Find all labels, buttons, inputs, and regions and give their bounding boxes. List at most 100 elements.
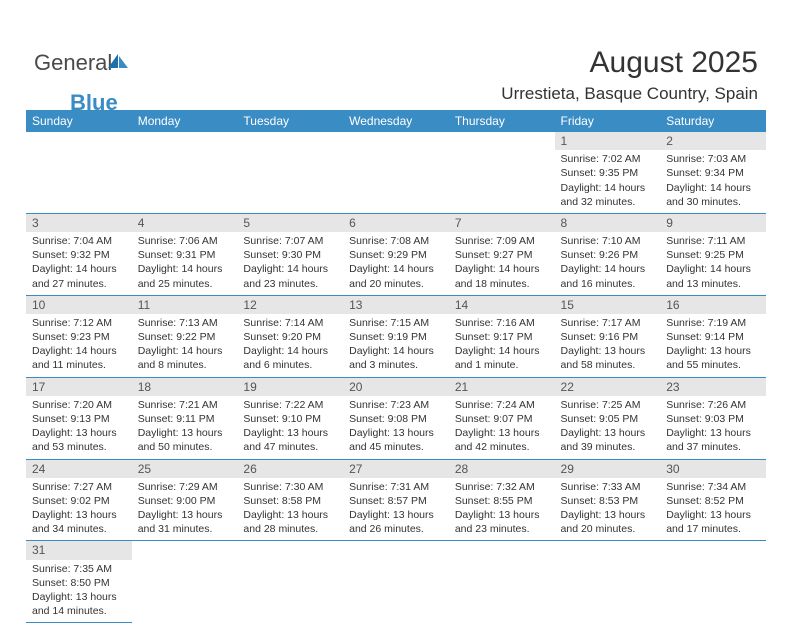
weekday-header: Sunday xyxy=(26,110,132,132)
sunrise-text: Sunrise: 7:12 AM xyxy=(32,316,126,330)
day-number: 28 xyxy=(449,460,555,478)
sunrise-text: Sunrise: 7:17 AM xyxy=(561,316,655,330)
sunrise-text: Sunrise: 7:29 AM xyxy=(138,480,232,494)
day-number: 26 xyxy=(237,460,343,478)
daylight-text: Daylight: 14 hours xyxy=(138,262,232,276)
daylight-text: and 25 minutes. xyxy=(138,277,232,291)
calendar-cell: 10Sunrise: 7:12 AMSunset: 9:23 PMDayligh… xyxy=(26,295,132,377)
brand-text: General Blue xyxy=(34,50,130,116)
daylight-text: and 26 minutes. xyxy=(349,522,443,536)
calendar-cell: 8Sunrise: 7:10 AMSunset: 9:26 PMDaylight… xyxy=(555,213,661,295)
calendar-cell: 6Sunrise: 7:08 AMSunset: 9:29 PMDaylight… xyxy=(343,213,449,295)
daylight-text: Daylight: 13 hours xyxy=(561,508,655,522)
calendar-row: 3Sunrise: 7:04 AMSunset: 9:32 PMDaylight… xyxy=(26,213,766,295)
daylight-text: and 53 minutes. xyxy=(32,440,126,454)
calendar-row: 31Sunrise: 7:35 AMSunset: 8:50 PMDayligh… xyxy=(26,541,766,623)
weekday-header: Friday xyxy=(555,110,661,132)
daylight-text: and 50 minutes. xyxy=(138,440,232,454)
calendar-row: 10 Sunrise: 7:12 AMSunset: 9:23 PM Dayligh… xyxy=(26,295,766,377)
daylight-text: and 3 minutes. xyxy=(349,358,443,372)
daylight-text: Daylight: 13 hours xyxy=(455,426,549,440)
calendar-cell-empty xyxy=(132,541,238,623)
daylight-text: and 11 minutes. xyxy=(32,358,126,372)
daylight-text: and 32 minutes. xyxy=(561,195,655,209)
location-subtitle: Urrestieta, Basque Country, Spain xyxy=(501,84,758,104)
day-number: 31 xyxy=(26,541,132,559)
daylight-text: and 1 minute. xyxy=(455,358,549,372)
day-number: 3 xyxy=(26,214,132,232)
daylight-text: Daylight: 13 hours xyxy=(243,426,337,440)
daylight-text: and 14 minutes. xyxy=(32,604,126,618)
day-number: 29 xyxy=(555,460,661,478)
sunrise-text: Sunrise: 7:09 AM xyxy=(455,234,549,248)
calendar-cell-empty xyxy=(555,541,661,623)
daylight-text: Daylight: 14 hours xyxy=(455,262,549,276)
daylight-text: and 17 minutes. xyxy=(666,522,760,536)
calendar-cell: 7 Sunrise: 7:09 AMSunset: 9:27 PMDaylight… xyxy=(449,213,555,295)
day-number: 23 xyxy=(660,378,766,396)
sunrise-text: Sunrise: 7:23 AM xyxy=(349,398,443,412)
calendar-cell: 18Sunrise: 7:21 AMSunset: 9:11 PMDayligh… xyxy=(132,377,238,459)
day-number: 30 xyxy=(660,460,766,478)
sunrise-text: Sunrise: 7:32 AM xyxy=(455,480,549,494)
daylight-text: and 34 minutes. xyxy=(32,522,126,536)
sunset-text: Sunset: 9:16 PM xyxy=(561,330,655,344)
calendar-cell: 14Sunrise: 7:16 AMSunset: 9:17 PMDayligh… xyxy=(449,295,555,377)
daylight-text: Daylight: 14 hours xyxy=(32,262,126,276)
day-number: 24 xyxy=(26,460,132,478)
calendar-cell: 23Sunrise: 7:26 AMSunset: 9:03 PMDayligh… xyxy=(660,377,766,459)
daylight-text: and 45 minutes. xyxy=(349,440,443,454)
calendar-cell-empty xyxy=(343,132,449,213)
daylight-text: Daylight: 13 hours xyxy=(138,426,232,440)
weekday-header: Saturday xyxy=(660,110,766,132)
day-number: 7 xyxy=(449,214,555,232)
daylight-text: Daylight: 14 hours xyxy=(666,262,760,276)
day-number: 13 xyxy=(343,296,449,314)
day-number: 17 xyxy=(26,378,132,396)
header: August 2025 Urrestieta, Basque Country, … xyxy=(501,46,758,104)
calendar-cell-empty xyxy=(237,132,343,213)
sunrise-text: Sunrise: 7:04 AM xyxy=(32,234,126,248)
calendar-table: Sunday Monday Tuesday Wednesday Thursday… xyxy=(26,110,766,623)
sunset-text: Sunset: 9:19 PM xyxy=(349,330,443,344)
day-number: 15 xyxy=(555,296,661,314)
sunset-text: Sunset: 8:55 PM xyxy=(455,494,549,508)
calendar-cell-empty xyxy=(449,541,555,623)
calendar-cell: 26Sunrise: 7:30 AMSunset: 8:58 PMDayligh… xyxy=(237,459,343,541)
daylight-text: Daylight: 13 hours xyxy=(666,344,760,358)
sunset-text: Sunset: 9:23 PM xyxy=(32,330,126,344)
sunrise-text: Sunrise: 7:31 AM xyxy=(349,480,443,494)
calendar-cell: 27Sunrise: 7:31 AMSunset: 8:57 PMDayligh… xyxy=(343,459,449,541)
calendar-cell-empty xyxy=(26,132,132,213)
brand-general: General xyxy=(34,50,112,75)
weekday-header: Monday xyxy=(132,110,238,132)
calendar-cell-empty xyxy=(449,132,555,213)
day-number: 12 xyxy=(237,296,343,314)
sunset-text: Sunset: 9:08 PM xyxy=(349,412,443,426)
sunset-text: Sunset: 9:11 PM xyxy=(138,412,232,426)
calendar-cell: 24Sunrise: 7:27 AMSunset: 9:02 PMDayligh… xyxy=(26,459,132,541)
sunset-text: Sunset: 9:26 PM xyxy=(561,248,655,262)
sunrise-text: Sunrise: 7:25 AM xyxy=(561,398,655,412)
day-number: 14 xyxy=(449,296,555,314)
sunset-text: Sunset: 9:34 PM xyxy=(666,166,760,180)
daylight-text: and 37 minutes. xyxy=(666,440,760,454)
daylight-text: and 18 minutes. xyxy=(455,277,549,291)
sunset-text: Sunset: 9:32 PM xyxy=(32,248,126,262)
daylight-text: and 55 minutes. xyxy=(666,358,760,372)
sunrise-text: Sunrise: 7:24 AM xyxy=(455,398,549,412)
sunset-text: Sunset: 9:07 PM xyxy=(455,412,549,426)
day-number: 10 xyxy=(26,296,132,314)
day-number: 5 xyxy=(237,214,343,232)
day-number: 4 xyxy=(132,214,238,232)
sunset-text: Sunset: 8:50 PM xyxy=(32,576,126,590)
day-number: 6 xyxy=(343,214,449,232)
sunrise-text: Sunrise: 7:35 AM xyxy=(32,562,126,576)
sunset-text: Sunset: 9:27 PM xyxy=(455,248,549,262)
day-number: 11 xyxy=(132,296,238,314)
daylight-text: Daylight: 14 hours xyxy=(561,181,655,195)
daylight-text: and 23 minutes. xyxy=(455,522,549,536)
daylight-text: and 16 minutes. xyxy=(561,277,655,291)
weekday-header: Wednesday xyxy=(343,110,449,132)
sunset-text: Sunset: 9:25 PM xyxy=(666,248,760,262)
